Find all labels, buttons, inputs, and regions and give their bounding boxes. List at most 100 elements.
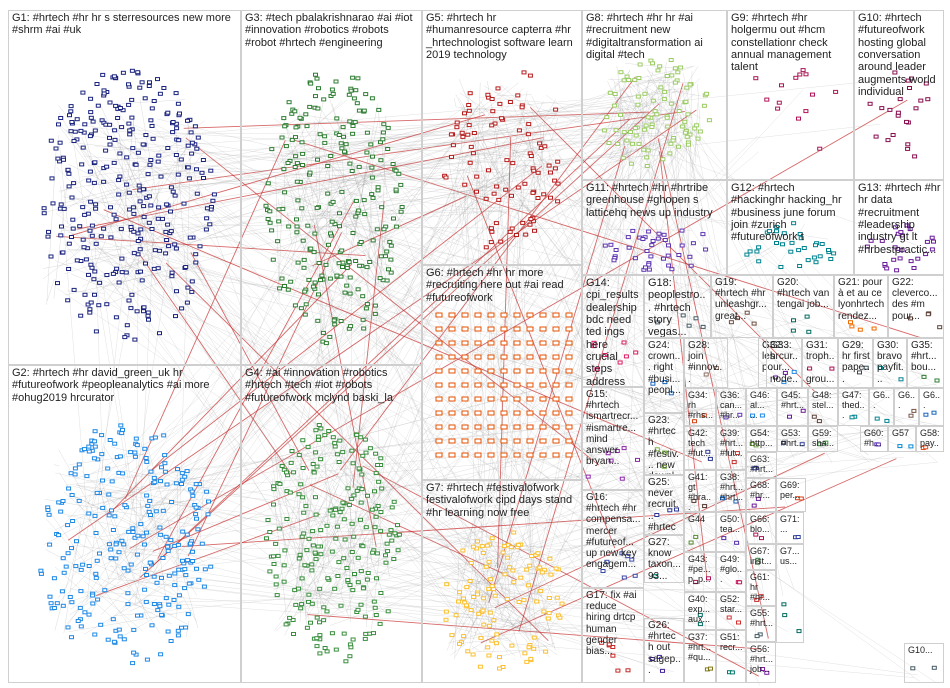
- node-g2: [73, 564, 79, 569]
- edge: [466, 175, 616, 549]
- edge: [45, 549, 188, 625]
- edge: [96, 89, 672, 186]
- group-label: G39: #hrt... #fut...: [720, 428, 744, 459]
- node-g4: [312, 550, 318, 555]
- edge: [95, 145, 518, 175]
- edge: [616, 65, 630, 163]
- edge: [178, 177, 470, 186]
- node-g4: [318, 552, 324, 557]
- edge: [44, 499, 200, 526]
- edge: [70, 273, 123, 296]
- edge: [137, 185, 498, 253]
- edge: [490, 147, 506, 172]
- node-g1: [126, 190, 132, 195]
- node-g1: [88, 115, 94, 120]
- node-g2: [121, 566, 127, 571]
- node-g3: [360, 317, 366, 322]
- edge: [277, 108, 362, 193]
- node-g3: [282, 124, 288, 129]
- node-g2: [112, 441, 118, 446]
- group-cell-g59: G59: sha...: [808, 426, 838, 452]
- edge: [157, 578, 545, 628]
- edge: [298, 180, 368, 254]
- node-g2: [90, 593, 96, 598]
- node-g3: [368, 142, 374, 147]
- edge: [131, 473, 164, 543]
- node-g3: [360, 294, 366, 299]
- node-g3: [265, 181, 271, 186]
- node-g2: [165, 629, 171, 634]
- node-g4: [287, 490, 293, 495]
- node-g3: [394, 224, 400, 229]
- edge: [307, 614, 762, 650]
- group-cell-g33: G33: hrcur... node...: [766, 338, 802, 388]
- edge: [148, 274, 331, 292]
- node-g5: [537, 141, 543, 146]
- edge: [150, 120, 463, 569]
- node-g5: [494, 184, 500, 189]
- node-g2: [90, 601, 96, 606]
- edge: [200, 477, 205, 539]
- node-g1: [82, 122, 88, 127]
- node-g4: [389, 505, 395, 510]
- node-g3: [377, 276, 383, 281]
- edge: [274, 506, 310, 621]
- group-label: G29: hr first pape...: [842, 340, 870, 385]
- node-g2: [56, 533, 62, 538]
- node-g3: [351, 96, 357, 101]
- edge: [521, 132, 760, 686]
- edge: [512, 573, 558, 598]
- node-g4: [305, 444, 311, 449]
- node-g4: [385, 609, 391, 614]
- node-g4: [385, 549, 391, 554]
- edge: [319, 177, 779, 388]
- edge: [122, 149, 542, 193]
- node-g3: [346, 92, 352, 97]
- node-g3: [292, 165, 298, 169]
- edge: [318, 152, 500, 468]
- node-g5: [515, 93, 521, 98]
- edge: [634, 144, 795, 459]
- node-g1: [172, 193, 178, 198]
- edge: [142, 121, 687, 513]
- node-g4: [336, 560, 342, 565]
- node-g4: [378, 456, 384, 461]
- edge: [301, 151, 474, 516]
- edge: [184, 106, 651, 558]
- node-g3: [294, 224, 300, 229]
- edge: [503, 135, 620, 143]
- edge: [125, 544, 696, 551]
- node-g1: [149, 106, 155, 111]
- node-g1: [207, 222, 213, 227]
- edge: [81, 590, 740, 637]
- edge: [299, 472, 605, 613]
- node-g1: [150, 136, 156, 141]
- edge: [305, 565, 536, 588]
- edge: [495, 586, 545, 612]
- node-g1: [60, 250, 66, 255]
- node-g5: [519, 105, 525, 110]
- edge: [296, 505, 309, 589]
- node-g1: [124, 155, 130, 160]
- edge: [91, 250, 940, 426]
- node-g4: [352, 572, 357, 576]
- group-label: G2: #hrtech #hr david_green_uk hr #futur…: [12, 367, 210, 404]
- group-label: G6: #hrtech #hr hr more #recruiting here…: [426, 267, 564, 304]
- node-g1: [116, 192, 122, 197]
- edge: [118, 115, 135, 271]
- node-g6: [513, 326, 521, 332]
- node-g6: [487, 312, 495, 318]
- node-g1: [169, 270, 175, 275]
- node-g3: [347, 275, 353, 280]
- group-cell-g69: G69: per...: [776, 478, 806, 512]
- node-g1: [175, 172, 181, 177]
- node-g2: [102, 588, 108, 593]
- node-g3: [384, 249, 390, 254]
- edge: [127, 250, 166, 305]
- edge: [349, 284, 352, 590]
- node-g3: [370, 195, 376, 200]
- edge: [476, 138, 507, 596]
- node-g3: [302, 289, 308, 294]
- edge: [612, 116, 625, 455]
- node-g4: [317, 586, 323, 591]
